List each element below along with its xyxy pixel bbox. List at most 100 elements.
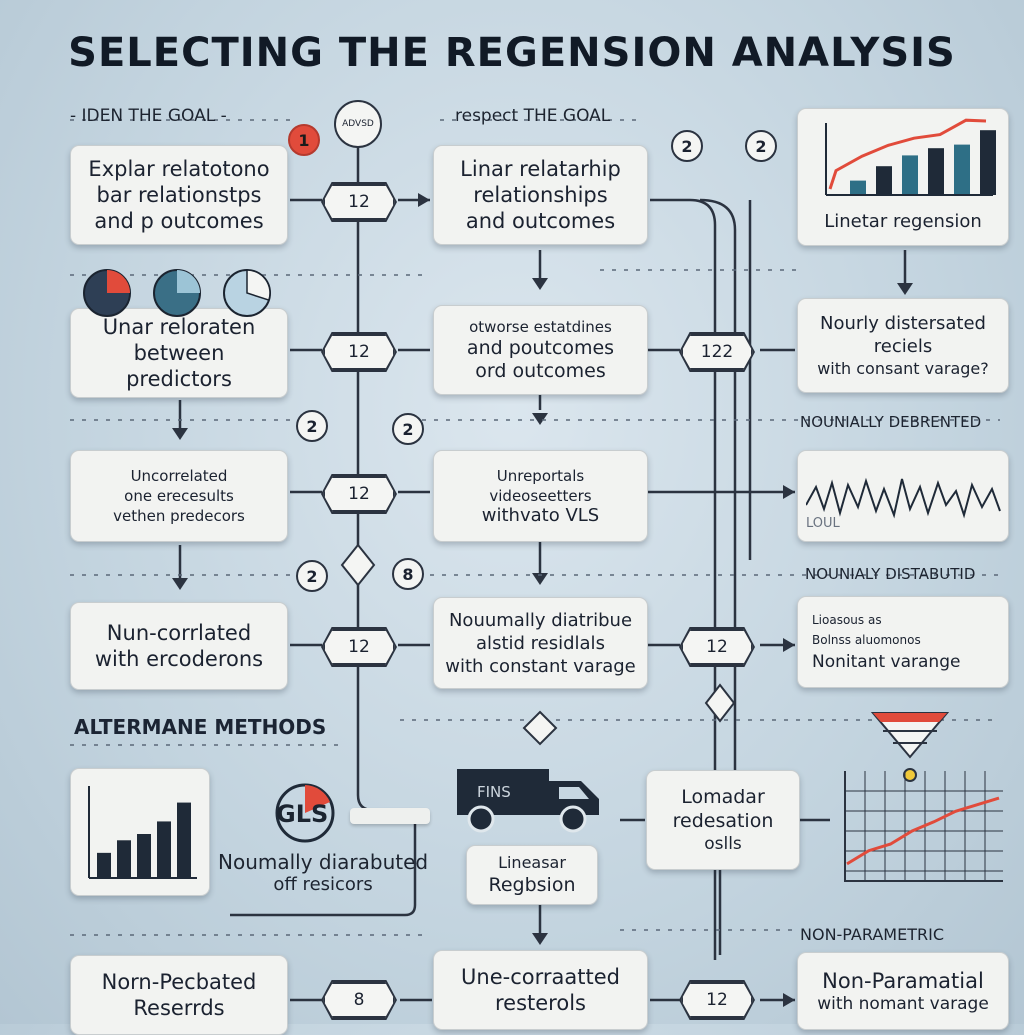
card-line: bar relationstps <box>97 182 262 208</box>
card-line: and poutcomes <box>467 337 614 360</box>
card-normally-distributed-residuals[interactable]: Nourly distersated reciels with consant … <box>797 298 1009 393</box>
step-badge: 8 <box>392 558 424 590</box>
label-normally-2: NOUNIALY DISTABUTID <box>805 565 975 583</box>
step-badge: 2 <box>745 130 777 162</box>
step-badge: 2 <box>296 560 328 592</box>
card-other-estimates[interactable]: otworse estatdines and poutcomes ord out… <box>433 305 648 395</box>
card-residual-plot[interactable]: LOUL <box>797 450 1009 542</box>
card-uncorrelated[interactable]: Uncorrelated one erecesults vethen prede… <box>70 450 288 542</box>
gls-badge: GLS <box>276 800 328 828</box>
step-badge: 2 <box>296 410 328 442</box>
card-non-parametric[interactable]: Non-Paramatial with nomant varage <box>797 952 1009 1030</box>
decision-node[interactable]: 12 <box>681 982 753 1018</box>
decision-node[interactable]: 122 <box>681 334 753 370</box>
bar-f <box>980 130 996 195</box>
label-respect-goal: respect THE GOAL <box>455 106 610 126</box>
bar-d <box>928 148 944 195</box>
pie-icons <box>82 268 272 322</box>
card-line: between predictors <box>79 340 279 392</box>
card-line: Nonitant varange <box>812 650 960 674</box>
bar-c <box>137 834 151 878</box>
card-line: Unreportals <box>497 466 584 486</box>
card-linear-relationship[interactable]: Linar relatarhip relationships and outco… <box>433 145 648 245</box>
decision-node[interactable]: 12 <box>323 334 395 370</box>
bar-chart-card[interactable] <box>70 768 210 896</box>
chart-a-group <box>97 803 191 878</box>
bar-e <box>177 803 191 878</box>
card-line: with constant varage <box>445 655 636 678</box>
decision-node[interactable]: 8 <box>323 982 395 1018</box>
label-alternative-methods: ALTERMANE METHODS <box>74 715 326 739</box>
card-line: reciels <box>874 335 932 358</box>
card-line: ord outcomes <box>475 360 606 383</box>
gls-text: Noumally diarabuted off resicors <box>218 850 428 895</box>
pie-chart <box>224 270 270 316</box>
bar-a <box>850 181 866 195</box>
card-linear-regression[interactable]: Lineasar Regbsion <box>466 845 598 905</box>
card-uncorrelated-residuals[interactable]: Une-corraatted resterols <box>433 950 648 1030</box>
card-non-predicated[interactable]: Norn-Pecbated Reserrds <box>70 955 288 1035</box>
bar-c <box>902 155 918 195</box>
bar-a <box>97 853 111 878</box>
gls-bar <box>350 808 430 824</box>
card-line: Norn-Pecbated <box>102 969 257 995</box>
gls-icon: GLS <box>272 780 338 846</box>
decision-node[interactable]: 12 <box>323 629 395 665</box>
card-line: otworse estatdines <box>469 317 612 337</box>
decision-node[interactable]: 12 <box>323 184 395 220</box>
card-line: withvato VLS <box>482 506 599 526</box>
decision-node[interactable]: 12 <box>323 476 395 512</box>
start-badge: ADVSD <box>334 100 382 148</box>
card-line: redesation <box>673 809 774 833</box>
step-badge: 2 <box>392 413 424 445</box>
card-normally-distributed[interactable]: Nouumally diatribue alstid residlals wit… <box>433 597 648 689</box>
card-line: Lomadar <box>681 785 765 809</box>
step-badge: 2 <box>671 130 703 162</box>
bar-b <box>876 166 892 195</box>
card-constant-variance[interactable]: Lioasous as Bolnss aluomonos Nonitant va… <box>797 596 1009 688</box>
card-linear-regression-chart[interactable]: Linetar regension <box>797 108 1009 246</box>
card-line: resterols <box>495 990 586 1016</box>
card-line: Nun-corrlated <box>107 620 251 646</box>
card-unreportals[interactable]: Unreportals videoseetters withvato VLS <box>433 450 648 542</box>
card-non-correlated[interactable]: Nun-corrlated with ercoderons <box>70 602 288 690</box>
card-line: Regbsion <box>488 873 575 897</box>
chart-b-group <box>830 120 996 195</box>
card-line: one erecesults <box>124 486 234 506</box>
card-line: videoseetters <box>489 486 591 506</box>
card-line: Lioasous as <box>812 610 882 630</box>
card-line: with nomant varage <box>817 994 989 1014</box>
truck-label: FINS <box>477 783 511 801</box>
card-line: and outcomes <box>466 208 615 234</box>
card-line: Linar relatarhip <box>460 156 621 182</box>
card-line: alstid residlals <box>476 632 605 655</box>
card-line: oslls <box>704 833 742 855</box>
card-line: Lineasar <box>498 853 566 873</box>
card-line: with ercoderons <box>95 646 263 672</box>
decision-node[interactable]: 12 <box>681 629 753 665</box>
bar-b <box>117 840 131 878</box>
label-normally-1: NOUNIALLY DEBRENTED <box>800 413 981 431</box>
card-line: vethen predecors <box>113 506 245 526</box>
card-line: Bolnss aluomonos <box>812 630 921 650</box>
card-line: Nouumally diatribue <box>449 609 632 632</box>
card-line: and p outcomes <box>94 208 263 234</box>
card-line: Explar relatotono <box>88 156 269 182</box>
card-explore-relationships[interactable]: Explar relatotono bar relationstps and p… <box>70 145 288 245</box>
bar-chart <box>79 778 201 886</box>
bar-line-chart <box>808 117 998 203</box>
card-line: Reserrds <box>133 995 224 1021</box>
card-line: Nourly distersated <box>820 312 986 335</box>
card-line: Uncorrelated <box>131 466 228 486</box>
bar-d <box>157 821 171 878</box>
card-line: Une-corraatted <box>461 964 620 990</box>
label-identify-goal: - IDEN THE GOAL - <box>70 106 227 126</box>
gls-text-line: Noumally diarabuted <box>218 850 428 874</box>
label-non-parametric: NON-PARAMETRIC <box>800 925 944 944</box>
card-line: relationships <box>473 182 607 208</box>
card-lomadar-regression[interactable]: Lomadar redesation oslls <box>646 770 800 870</box>
residual-wave <box>806 465 1001 525</box>
card-line: Linetar regension <box>824 209 982 235</box>
bar-e <box>954 145 970 195</box>
gls-text-line: off resicors <box>218 874 428 895</box>
